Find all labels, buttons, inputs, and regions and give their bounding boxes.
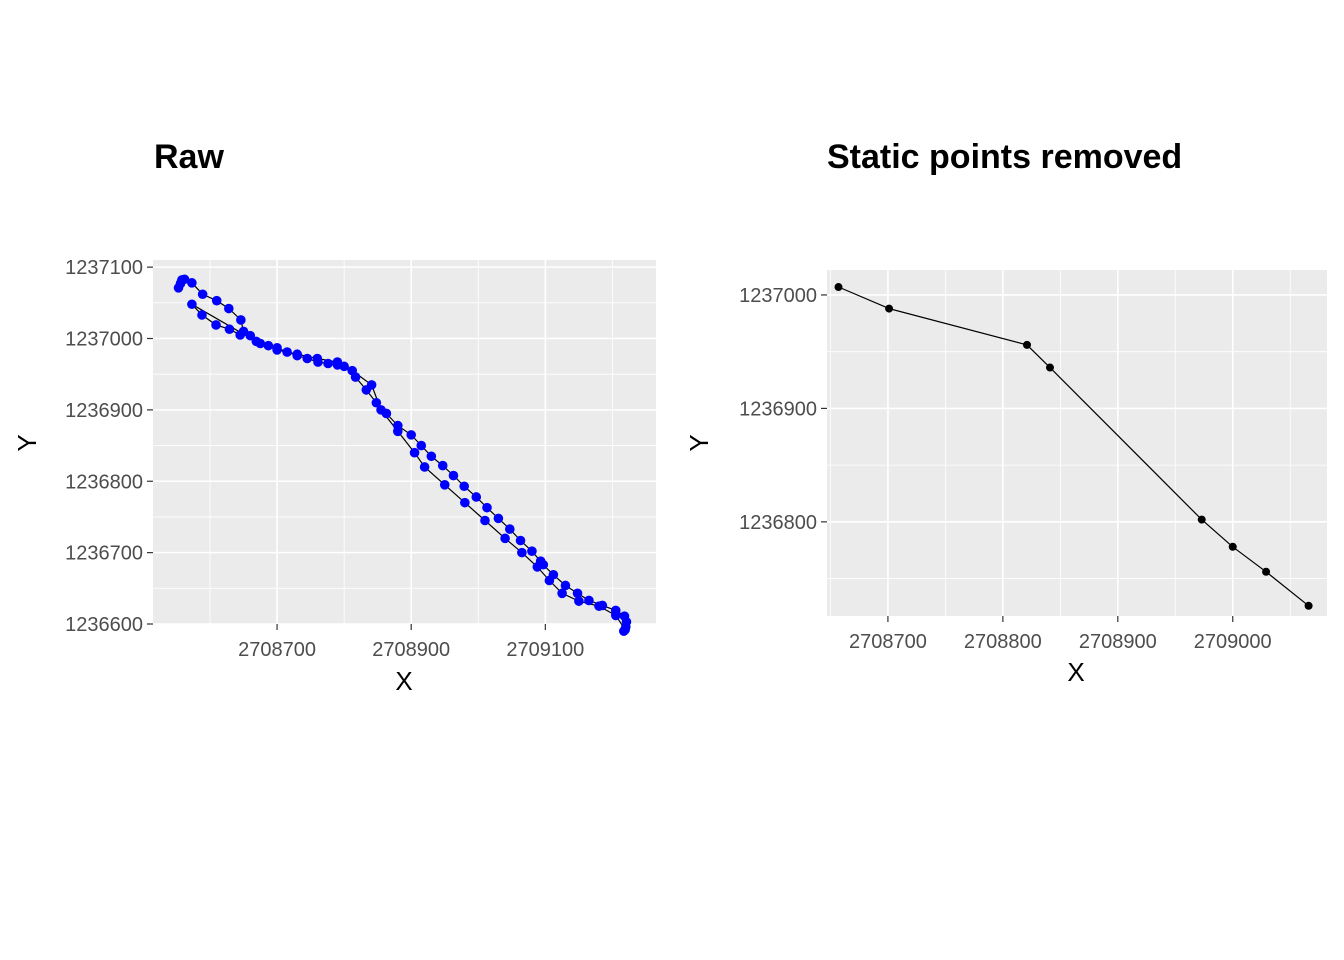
data-point [532,562,543,572]
plot-panel [827,270,1327,616]
data-point [504,524,515,534]
data-point [272,345,282,355]
data-point [517,547,527,558]
y-tick-label: 1237000 [739,285,817,307]
gridlines [153,260,656,625]
y-tick-label: 1236900 [739,398,817,420]
data-point [323,358,333,369]
x-axis-ticks: 2708700 2708900 2709100 [238,624,584,661]
y-tick-label: 1236700 [65,543,143,565]
data-point [594,601,604,611]
data-point [292,349,302,360]
data-point [448,470,459,481]
data-point [406,430,417,440]
data-point [1023,340,1031,349]
data-point [371,397,382,408]
data-point [500,533,510,544]
data-point [459,481,469,492]
x-axis-ticks: 2708700 2708800 2708900 2709000 [849,616,1272,653]
panel-static-removed: Static points removed 2708700 2708800 2708… [684,138,1327,687]
data-point [211,295,222,306]
data-point [1304,601,1313,610]
data-point [366,380,377,390]
data-point [1262,567,1271,576]
y-tick-label: 1236800 [739,512,817,534]
data-point [482,502,492,513]
data-point [574,596,584,606]
y-axis-ticks: 1236800 1236900 1237000 [739,285,827,534]
plot-panel [153,260,656,624]
data-point [332,357,343,367]
data-point [544,575,555,586]
data-point [282,347,292,357]
data-point [1197,515,1206,524]
panel-raw: Raw 2708700 2708900 2709100 1236600 1236700… [12,138,656,696]
x-tick-label: 2708900 [1079,631,1157,653]
data-point [426,451,437,462]
x-tick-label: 2709000 [1194,631,1272,653]
data-point [480,515,490,526]
data-point [584,595,594,606]
data-point [179,274,190,285]
data-point [211,320,221,330]
data-point [245,330,256,341]
data-point [527,546,537,556]
data-point [197,310,207,320]
data-point [515,535,526,546]
data-point [223,303,234,314]
data-point [224,324,235,335]
data-point [302,353,313,364]
chart-title: Raw [154,138,224,176]
data-point [460,497,470,508]
y-axis-label: Y [12,434,42,451]
data-point [235,330,245,340]
x-tick-label: 2709100 [506,639,584,661]
data-point [885,304,894,313]
x-axis-label: X [395,666,412,696]
data-point [620,624,630,635]
y-axis-label: Y [684,434,714,451]
data-point [187,278,197,288]
data-point [416,440,427,451]
data-marks [834,283,1313,610]
y-tick-label: 1237100 [65,257,143,279]
data-point [1228,542,1237,551]
series-line [838,286,1309,607]
data-point [1045,363,1054,372]
x-tick-label: 2708700 [238,639,316,661]
data-point [560,580,571,591]
x-axis-label: X [1067,657,1084,687]
chart-title: Static points removed [827,138,1182,176]
y-tick-label: 1236600 [65,614,143,636]
data-point [572,588,583,599]
data-point [419,462,430,472]
data-point [471,492,482,502]
data-point [409,447,420,458]
data-point [255,338,266,349]
data-point [439,480,450,490]
data-point [236,315,246,325]
gridlines [827,270,1327,616]
data-point [187,299,197,310]
data-point [197,289,208,300]
y-tick-label: 1237000 [65,329,143,351]
data-point [437,460,448,471]
data-point [263,340,274,351]
data-point [834,283,843,292]
y-tick-label: 1236800 [65,471,143,493]
data-point [376,405,386,415]
x-tick-label: 2708800 [964,631,1042,653]
data-point [557,588,567,599]
y-axis-ticks: 1236600 1236700 1236800 1236900 1237000 12371… [65,257,153,636]
data-marks [173,274,632,636]
x-tick-label: 2708700 [849,631,927,653]
data-point [610,610,621,621]
data-point [493,513,504,524]
data-point [312,353,323,364]
x-tick-label: 2708900 [372,639,450,661]
y-tick-label: 1236900 [65,400,143,422]
data-point [392,426,403,437]
data-point [347,365,357,376]
